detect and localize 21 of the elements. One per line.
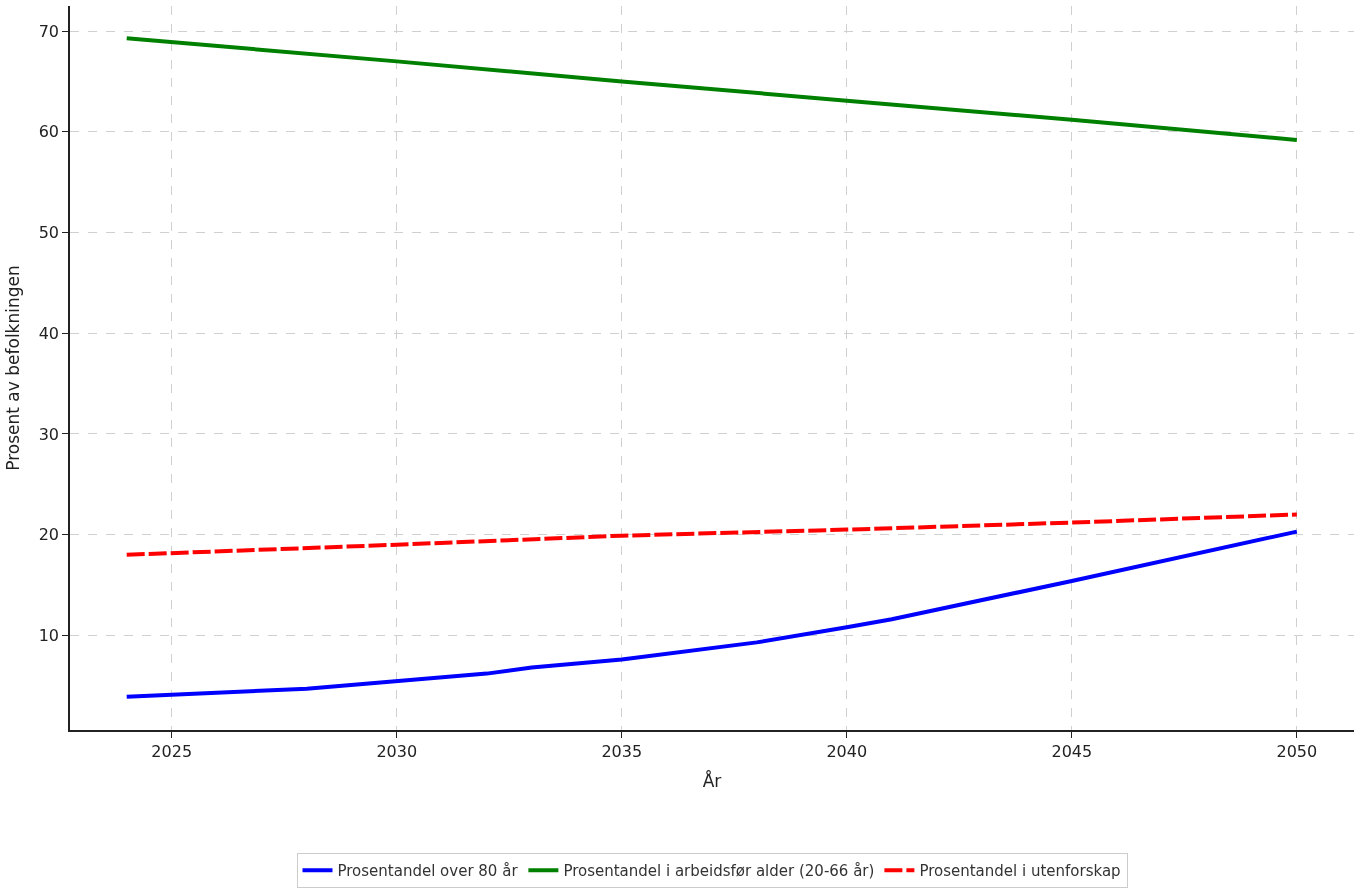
y-tick-label: 10 xyxy=(38,625,60,645)
legend-label: Prosentandel i utenforskap xyxy=(919,862,1121,881)
legend-label: Prosentandel i arbeidsfør alder (20-66 år) xyxy=(563,862,875,881)
x-tick-label: 2030 xyxy=(376,741,418,761)
line-series xyxy=(124,529,1299,699)
y-tick-label: 40 xyxy=(38,323,60,343)
x-axis-title: År xyxy=(702,769,722,791)
x-tick-label: 2025 xyxy=(151,741,193,761)
y-tick-label: 60 xyxy=(38,122,60,142)
x-tick-label: 2040 xyxy=(826,741,868,761)
x-tick-label: 2045 xyxy=(1051,741,1093,761)
line-series xyxy=(124,512,1299,557)
y-axis-title: Prosent av befolkningen xyxy=(2,265,23,471)
line-series xyxy=(124,36,1299,142)
y-tick-label: 50 xyxy=(38,223,60,243)
x-tick-label: 2035 xyxy=(601,741,643,761)
y-tick-label: 20 xyxy=(38,525,60,545)
x-tick-label: 2050 xyxy=(1276,741,1318,761)
y-tick-label: 30 xyxy=(38,424,60,444)
y-tick-label: 70 xyxy=(38,21,60,41)
legend-label: Prosentandel over 80 år xyxy=(337,862,519,881)
